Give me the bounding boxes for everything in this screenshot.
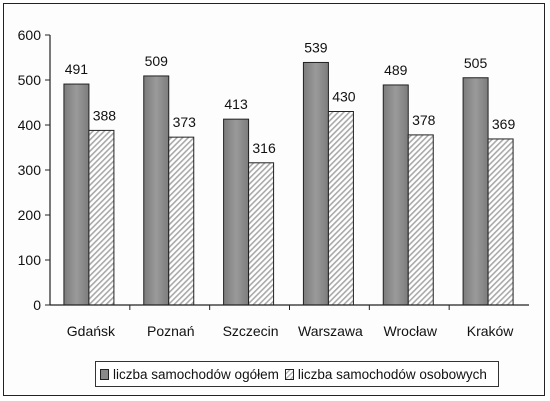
bar-passenger [327, 111, 354, 306]
data-label: 378 [412, 112, 436, 128]
bar-total [302, 61, 329, 306]
legend: liczba samochodów ogółem liczba samochod… [95, 361, 499, 387]
data-label: 388 [93, 107, 117, 123]
data-label: 430 [332, 89, 356, 105]
legend-item-total: liczba samochodów ogółem [100, 367, 279, 382]
legend-item-passenger: liczba samochodów osobowych [284, 366, 487, 382]
chart-frame: 0 100 200 300 400 500 600 491 388 509 373 413 316 53… [3, 3, 545, 396]
y-tick-label: 100 [18, 252, 42, 268]
legend-label-passenger: liczba samochodów osobowych [297, 366, 487, 382]
data-label: 316 [252, 140, 276, 156]
x-tick-label: Kraków [467, 323, 515, 339]
data-label: 509 [145, 53, 169, 69]
y-tick-label: 300 [18, 162, 42, 178]
bars: 491 388 509 373 413 316 539 430 489 378 505 369 [63, 39, 516, 306]
data-label: 539 [304, 39, 328, 55]
bar-total [143, 75, 170, 306]
bar-passenger [88, 129, 115, 306]
x-tick-label: Szczecin [223, 323, 279, 339]
legend-label-total: liczba samochodów ogółem [113, 366, 279, 382]
data-label: 413 [224, 96, 248, 112]
x-tick-label: Warszawa [298, 323, 363, 339]
bar-total [382, 84, 409, 306]
bar-passenger [168, 136, 195, 306]
legend-swatch-passenger [284, 368, 294, 380]
data-label: 489 [384, 62, 408, 78]
bar-total [462, 77, 489, 306]
y-tick-label: 400 [18, 117, 42, 133]
y-tick-label: 200 [18, 207, 42, 223]
y-tick-label: 600 [18, 27, 42, 43]
y-tick-label: 0 [33, 297, 41, 313]
data-label: 491 [65, 61, 89, 77]
x-axis: Gdańsk Poznań Szczecin Warszawa Wrocław Krakó… [50, 304, 529, 339]
bar-passenger [407, 134, 434, 306]
x-tick-label: Gdańsk [67, 323, 116, 339]
x-tick-label: Poznań [147, 323, 194, 339]
legend-swatch-total [100, 368, 109, 380]
x-tick-label: Wrocław [384, 323, 438, 339]
data-label: 369 [492, 116, 516, 132]
bar-passenger [248, 162, 275, 306]
bar-chart: 0 100 200 300 400 500 600 491 388 509 373 413 316 53… [18, 27, 529, 339]
y-tick-label: 500 [18, 72, 42, 88]
data-label: 373 [173, 114, 197, 130]
bar-total [63, 83, 90, 306]
data-label: 505 [464, 55, 488, 71]
y-axis: 0 100 200 300 400 500 600 [18, 27, 51, 313]
bar-passenger [487, 138, 514, 306]
bar-total [223, 118, 250, 306]
